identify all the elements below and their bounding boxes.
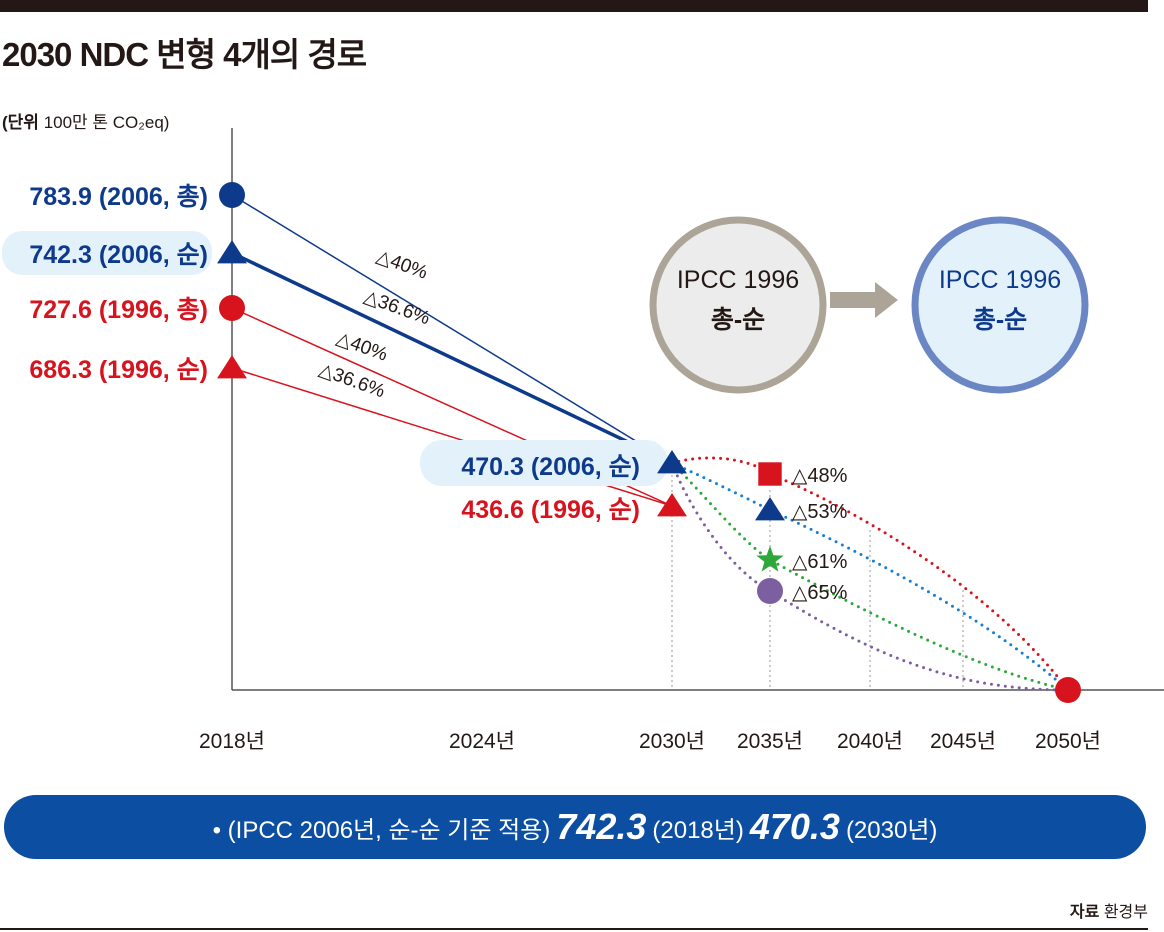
source-bold: 자료: [1069, 904, 1100, 921]
pathway-reduction-label: △53%: [792, 501, 848, 523]
x-tick-label: 2035년: [737, 730, 803, 753]
pathway-marker: [755, 497, 785, 521]
summary-year-2030: (2030년): [845, 816, 938, 844]
pathway-line: [670, 461, 1070, 692]
chart: 2018년 2024년 2030년 2035년 2040년 2045년 2050년 783.9…: [2, 128, 1164, 753]
summary-value-2018: 742.3: [556, 806, 647, 847]
series-marker: [217, 355, 247, 379]
start-value-label: 686.3 (1996, 순): [29, 356, 208, 384]
pathway-reduction-label: △48%: [792, 465, 848, 487]
x-tick-label: 2050년: [1035, 730, 1101, 753]
label-highlight: [2, 231, 212, 275]
summary-banner: • (IPCC 2006년, 순-순 기준 적용) 742.3 (2018년) …: [4, 795, 1146, 859]
pathway-marker: [757, 578, 783, 604]
pathway-marker: [758, 462, 782, 486]
summary-year-2018: (2018년): [652, 816, 744, 844]
summary-value-2030: 470.3: [749, 806, 840, 847]
marker-2030-1996: [657, 493, 687, 517]
x-tick-label: 2018년: [199, 730, 265, 753]
series-line: [231, 251, 673, 465]
ipcc-circle-left: [649, 216, 827, 394]
start-value-label: 783.9 (2006, 총): [29, 183, 208, 211]
top-rule: [0, 0, 1148, 12]
pathway-line: [670, 461, 1070, 692]
label-highlight: [420, 440, 668, 486]
x-tick-label: 2040년: [837, 730, 903, 753]
arrow-right-icon: [830, 282, 898, 318]
start-value-label: 742.3 (2006, 순): [29, 241, 208, 269]
start-value-label: 727.6 (1996, 총): [29, 296, 208, 324]
source-text: 환경부: [1103, 904, 1148, 921]
ipcc-left-line1: IPCC 1996: [677, 266, 799, 294]
summary-prefix: • (IPCC 2006년, 순-순 기준 적용): [212, 816, 551, 844]
bottom-rule: [0, 928, 1148, 930]
pathway-reduction-label: △61%: [792, 551, 848, 573]
unit-label-bold: (단위: [2, 113, 39, 132]
ipcc-right-line1: IPCC 1996: [939, 266, 1061, 294]
source: 자료 환경부: [1070, 898, 1148, 922]
reduction-label: △36.6%: [361, 286, 433, 329]
series-marker: [217, 240, 247, 264]
reduction-label: △40%: [374, 246, 431, 284]
series-marker: [219, 182, 245, 208]
series-marker: [219, 295, 245, 321]
ipcc-circle-right: [911, 216, 1089, 394]
chart-title: 2030 NDC 변형 4개의 경로: [2, 36, 367, 73]
reduction-label: △36.6%: [316, 359, 388, 402]
ipcc-right-line2: 총-순: [973, 306, 1027, 334]
ipcc-left-line2: 총-순: [711, 306, 765, 334]
pathway-reduction-label: △65%: [792, 582, 848, 604]
reduction-label: △40%: [334, 328, 391, 366]
unit-label: (단위 100만 톤 CO₂eq): [2, 108, 169, 133]
marker-2050: [1055, 677, 1081, 703]
x-tick-label: 2045년: [930, 730, 996, 753]
end-value-label: 436.6 (1996, 순): [461, 496, 640, 524]
pathway-line: [670, 456, 1070, 692]
unit-label-text: 100만 톤 CO₂eq): [43, 113, 170, 132]
pathway-marker: [756, 545, 784, 572]
series-line: [231, 194, 673, 464]
end-value-label: 470.3 (2006, 순): [461, 453, 640, 481]
pathway-line: [670, 461, 1070, 692]
x-tick-label: 2024년: [449, 730, 515, 753]
marker-2030-2006: [657, 450, 687, 474]
x-tick-label: 2030년: [639, 730, 705, 753]
